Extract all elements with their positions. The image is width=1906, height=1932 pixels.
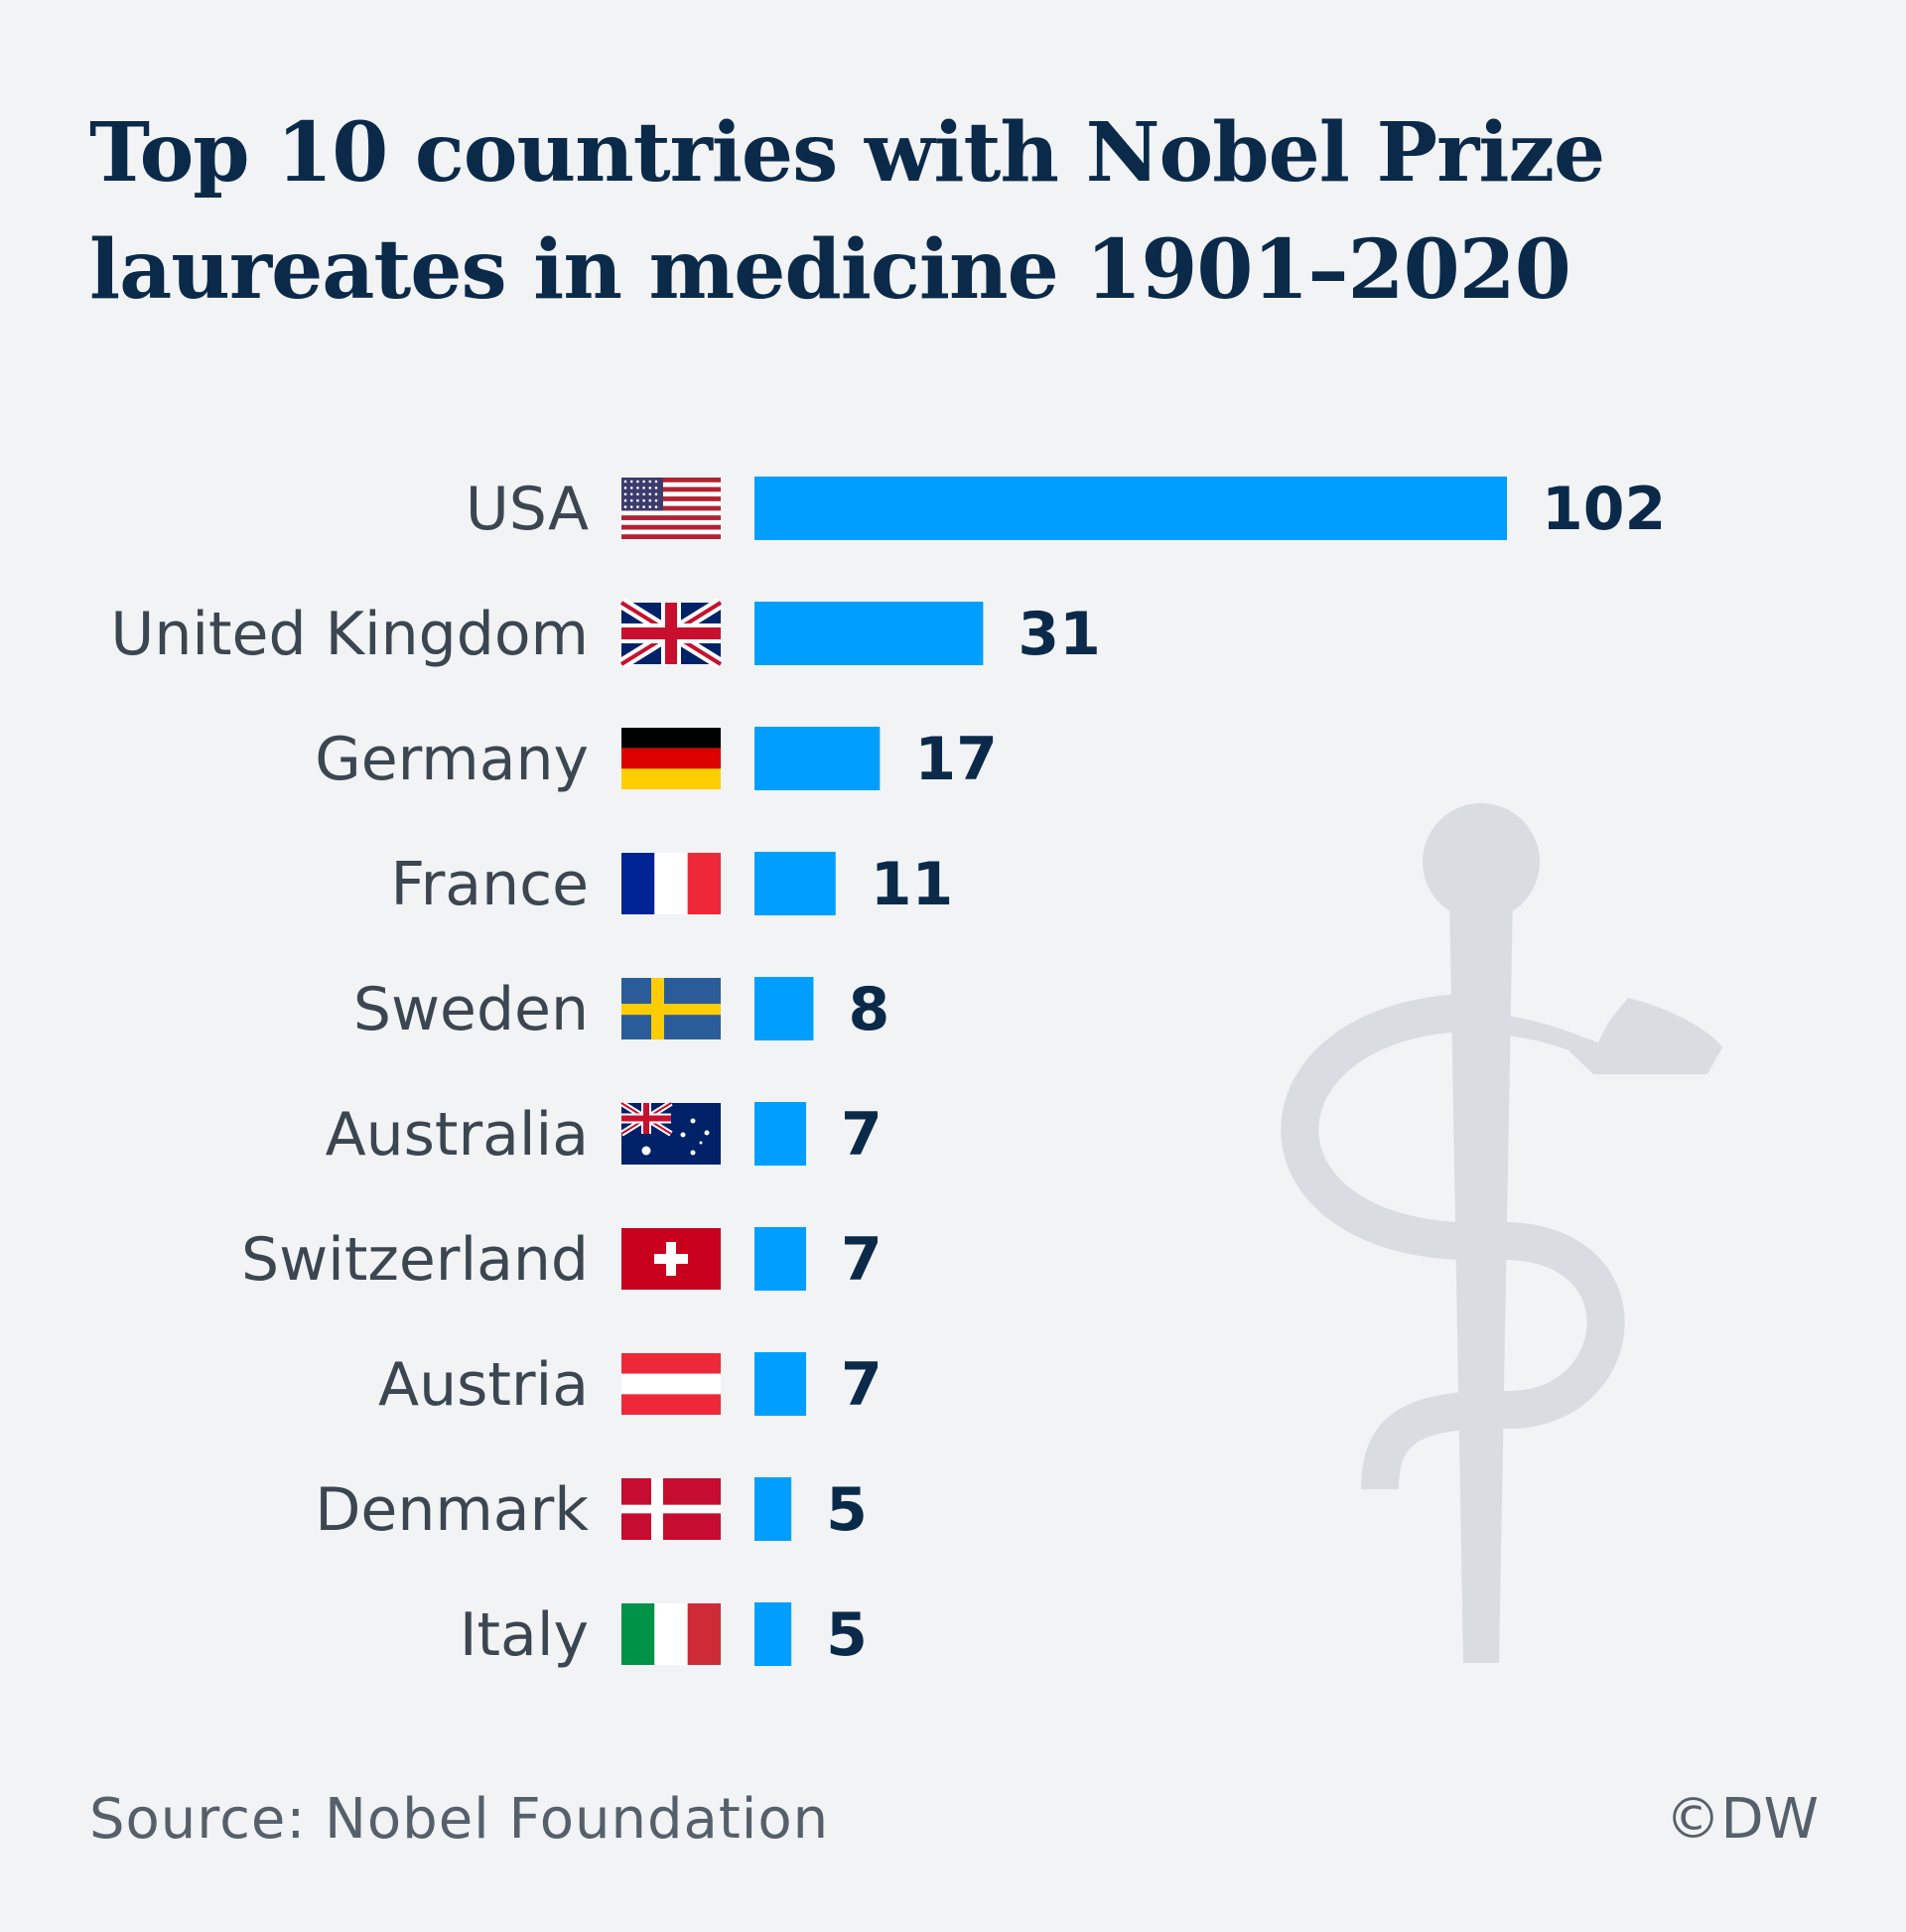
bar bbox=[754, 852, 836, 915]
bar-row: Switzerland 7 bbox=[241, 1225, 883, 1295]
bar-row: Germany 17 bbox=[315, 725, 998, 794]
chart-title: Top 10 countries with Nobel Prize laurea… bbox=[89, 105, 1605, 318]
flag-austria-icon bbox=[621, 1353, 721, 1415]
bar-row: Austria 7 bbox=[378, 1350, 883, 1420]
bar-row: Sweden 8 bbox=[353, 975, 889, 1044]
bar bbox=[754, 602, 984, 665]
flag-france-icon bbox=[621, 853, 721, 914]
flag-germany-icon bbox=[621, 728, 721, 789]
bar-row: United Kingdom 31 bbox=[110, 597, 1101, 670]
category-label: Italy bbox=[460, 1600, 589, 1670]
dw-credit: ©DW bbox=[1665, 1787, 1820, 1852]
bar bbox=[754, 1352, 807, 1416]
category-label: Sweden bbox=[353, 975, 589, 1044]
data-label: 102 bbox=[1542, 475, 1666, 544]
data-label: 17 bbox=[914, 725, 998, 794]
flag-sweden-icon bbox=[621, 978, 721, 1039]
bar bbox=[754, 1102, 807, 1166]
flag-denmark-icon bbox=[621, 1478, 721, 1540]
category-label: USA bbox=[466, 475, 589, 544]
bar bbox=[754, 727, 881, 790]
bar-row: France 11 bbox=[390, 850, 953, 919]
category-label: France bbox=[390, 850, 589, 919]
source-note: Source: Nobel Foundation bbox=[89, 1787, 830, 1852]
bar bbox=[754, 1477, 792, 1541]
data-label: 8 bbox=[848, 975, 889, 1044]
bar-row: Australia 7 bbox=[326, 1100, 883, 1170]
bar bbox=[754, 977, 814, 1040]
data-label: 5 bbox=[826, 1475, 868, 1545]
rod-of-asclepius-icon bbox=[1281, 803, 1722, 1663]
bar bbox=[754, 1227, 807, 1291]
data-label: 11 bbox=[871, 850, 954, 919]
category-label: United Kingdom bbox=[110, 600, 589, 669]
bar bbox=[754, 1602, 792, 1666]
data-label: 31 bbox=[1018, 600, 1101, 669]
flag-usa-icon bbox=[621, 478, 721, 539]
flag-uk-icon bbox=[617, 597, 725, 670]
flag-switzerland-icon bbox=[621, 1228, 721, 1290]
flag-australia-icon bbox=[619, 1100, 721, 1165]
category-label: Denmark bbox=[315, 1475, 589, 1545]
data-label: 5 bbox=[826, 1600, 868, 1670]
data-label: 7 bbox=[841, 1100, 883, 1170]
flag-italy-icon bbox=[621, 1603, 721, 1665]
data-label: 7 bbox=[841, 1350, 883, 1420]
bar bbox=[754, 477, 1507, 540]
data-label: 7 bbox=[841, 1225, 883, 1295]
bar-row: Denmark 5 bbox=[315, 1475, 868, 1545]
category-label: Germany bbox=[315, 725, 589, 794]
bar-row: Italy 5 bbox=[460, 1600, 868, 1670]
category-label: Switzerland bbox=[241, 1225, 589, 1295]
category-label: Austria bbox=[378, 1350, 589, 1420]
category-label: Australia bbox=[326, 1100, 589, 1170]
bar-row: USA 102 bbox=[466, 475, 1666, 544]
